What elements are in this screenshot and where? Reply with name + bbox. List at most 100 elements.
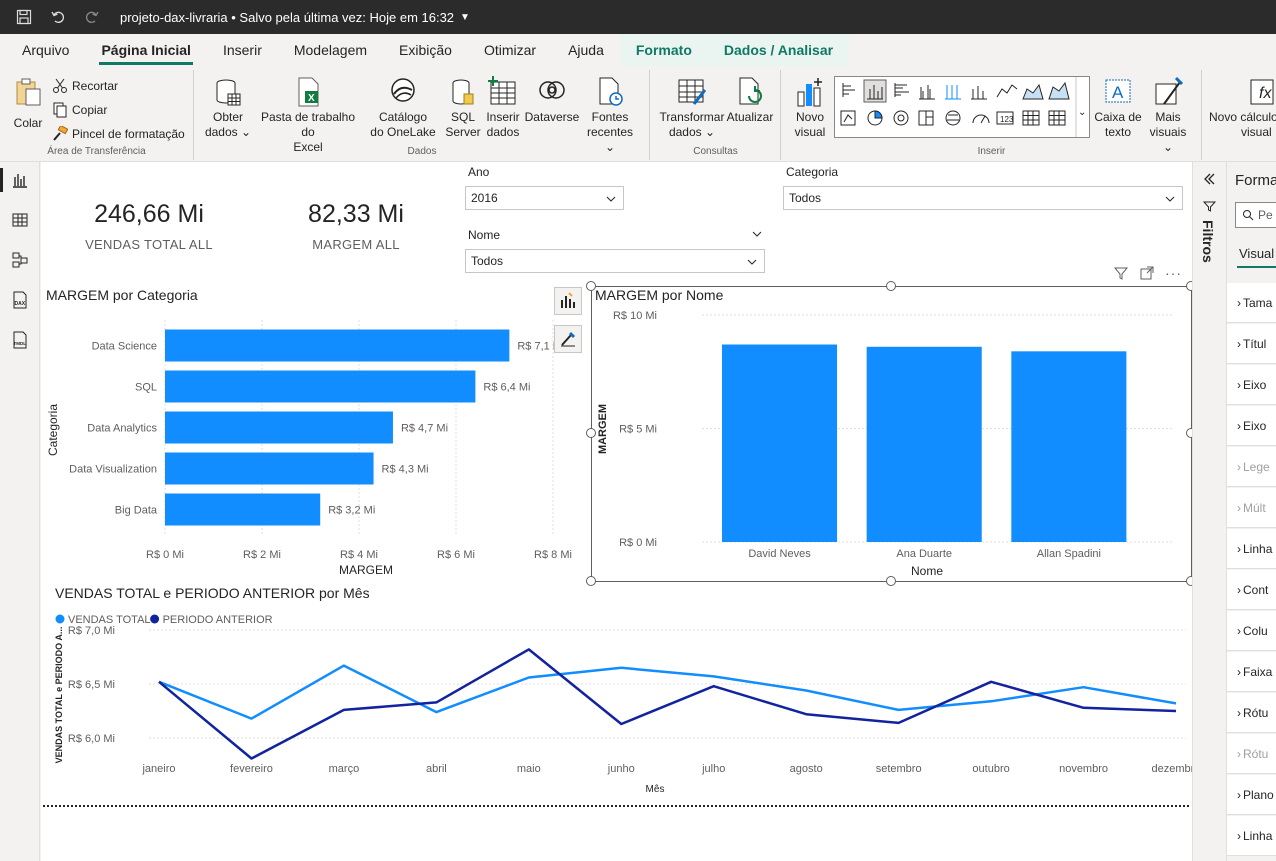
tab-otimizar[interactable]: Otimizar — [483, 42, 537, 58]
new-visual-button[interactable]: Novo visual — [788, 76, 832, 140]
format-section-item[interactable]: › Cont — [1227, 570, 1276, 610]
y-tick-label: R$ 0 Mi — [619, 537, 657, 549]
tmdl-view-icon[interactable]: TMDL — [8, 328, 32, 352]
format-section-item[interactable]: › Rótu — [1227, 734, 1276, 774]
resize-handle[interactable] — [586, 281, 596, 291]
tab-dados-analisar[interactable]: Dados / Analisar — [707, 34, 850, 66]
format-tab-visual[interactable]: Visual — [1239, 246, 1275, 261]
format-section-item[interactable]: › Linha — [1227, 816, 1276, 856]
report-canvas[interactable]: 246,66 Mi VENDAS TOTAL ALL 82,33 Mi MARG… — [41, 162, 1196, 861]
format-painter-button[interactable]: Pincel de formatação — [52, 124, 185, 142]
chevron-down-icon[interactable]: ▼ — [460, 11, 470, 23]
slicer-ano-dropdown[interactable]: 2016 — [465, 186, 624, 210]
report-view-icon[interactable] — [0, 168, 32, 192]
chevron-right-icon: › — [1237, 664, 1241, 679]
dataverse-button[interactable]: Dataverse — [523, 76, 581, 125]
data-label: R$ 3,2 Mi — [328, 505, 375, 517]
slicer-nome-collapse-icon[interactable] — [751, 228, 763, 240]
slicer-nome-value: Todos — [471, 254, 504, 268]
save-icon[interactable] — [14, 7, 34, 27]
chevron-right-icon: › — [1237, 377, 1241, 392]
focus-mode-icon[interactable] — [1139, 265, 1155, 281]
sql-server-button[interactable]: SQL Server — [443, 76, 483, 140]
format-section-item[interactable]: › Eixo — [1227, 406, 1276, 446]
legend-marker — [55, 614, 65, 624]
stacked-column-icon — [867, 85, 883, 100]
resize-handle[interactable] — [586, 428, 596, 438]
text-box-button[interactable]: A Caixa de texto — [1094, 76, 1142, 140]
resize-handle[interactable] — [886, 281, 896, 291]
calc-group: fx Novo cálculo visual ⌄ — [1203, 70, 1276, 160]
format-section-item[interactable]: › Lege — [1227, 447, 1276, 487]
recent-sources-button[interactable]: Fontes recentes ⌄ — [581, 76, 639, 155]
copy-button[interactable]: Copiar — [52, 102, 107, 118]
excel-workbook-button[interactable]: X Pasta de trabalho do Excel — [253, 76, 363, 155]
transform-data-button[interactable]: Transformar dados ⌄ — [657, 76, 727, 140]
format-section-item[interactable]: › Plano — [1227, 775, 1276, 815]
excel-label-2: Excel — [293, 140, 323, 154]
dax-query-view-icon[interactable]: DAX — [8, 288, 32, 312]
slicer-nome-dropdown[interactable]: Todos — [465, 249, 765, 273]
visual-gallery-icons[interactable]: 123 ⌄ — [835, 77, 1089, 137]
margem-por-categoria-chart[interactable]: MARGEM por Categoria R$ 0 Mi R$ 2 Mi R$ 4 M… — [41, 280, 581, 580]
tab-pagina-inicial[interactable]: Página Inicial — [85, 34, 206, 66]
format-section-item[interactable]: › Rótu — [1227, 693, 1276, 733]
x-tick-label: setembro — [876, 763, 922, 775]
refresh-button[interactable]: Atualizar — [725, 76, 775, 125]
format-section-item[interactable]: › Colu — [1227, 611, 1276, 651]
undo-icon[interactable] — [48, 7, 68, 27]
format-pane: Forma Pe Visual › Tama › Títul › Eixo › Eix… — [1226, 162, 1276, 861]
build-visual-button[interactable] — [554, 287, 582, 315]
gallery-expand-icon: ⌄ — [1078, 107, 1086, 118]
filters-pane[interactable]: Filtros — [1192, 162, 1226, 861]
onelake-catalog-button[interactable]: Catálogo do OneLake — [363, 76, 443, 140]
tab-modelagem[interactable]: Modelagem — [293, 42, 368, 58]
format-section-item[interactable]: › Linha — [1227, 529, 1276, 569]
paste-button[interactable]: Colar — [10, 76, 46, 131]
resize-handle[interactable] — [586, 576, 596, 586]
bar — [1011, 351, 1127, 542]
format-visual-button[interactable] — [554, 325, 582, 353]
format-section-item[interactable]: › Faixa — [1227, 652, 1276, 692]
tab-formato[interactable]: Formato — [619, 34, 708, 66]
more-visuals-button[interactable]: Mais visuais ⌄ — [1144, 76, 1192, 155]
margem-por-nome-chart[interactable]: MARGEM por Nome R$ 0 Mi R$ 5 Mi R$ 10 Mi Dav… — [592, 287, 1191, 581]
format-section-item[interactable]: › Títul — [1227, 324, 1276, 364]
tab-ajuda[interactable]: Ajuda — [568, 42, 604, 58]
tab-exibicao[interactable]: Exibição — [399, 42, 452, 58]
expand-icon[interactable] — [1202, 172, 1216, 186]
matrix-icon — [1048, 110, 1066, 126]
paintbrush-icon — [52, 124, 69, 142]
chart-title: VENDAS TOTAL e PERIODO ANTERIOR por Mês — [55, 585, 370, 601]
x-tick-label: agosto — [790, 763, 823, 775]
chevron-right-icon: › — [1237, 418, 1241, 433]
get-data-button[interactable]: Obter dados ⌄ — [203, 76, 253, 140]
filter-icon[interactable] — [1113, 265, 1129, 281]
search-icon — [1243, 210, 1254, 221]
enter-data-button[interactable]: Inserir dados — [483, 76, 523, 140]
format-search-input[interactable]: Pe — [1235, 202, 1276, 228]
cut-button[interactable]: Recortar — [52, 78, 118, 94]
tab-inserir[interactable]: Inserir — [222, 42, 262, 58]
document-title[interactable]: projeto-dax-livraria • Salvo pela última… — [120, 9, 455, 25]
resize-handle[interactable] — [886, 576, 896, 586]
more-options-icon[interactable]: ··· — [1165, 265, 1182, 281]
format-section-item[interactable]: › Múlt — [1227, 488, 1276, 528]
text-box-label-1: Caixa de — [1094, 110, 1142, 124]
visual-gallery: 123 ⌄ — [834, 76, 1090, 138]
x-tick-label: R$ 0 Mi — [146, 549, 184, 561]
model-view-icon[interactable] — [8, 248, 32, 272]
format-section-item[interactable]: › Eixo — [1227, 365, 1276, 405]
x-tick-label: outubro — [972, 763, 1009, 775]
svg-text:TMDL: TMDL — [14, 341, 27, 346]
new-visual-calc-button[interactable]: fx Novo cálculo visual ⌄ — [1209, 76, 1276, 140]
tab-arquivo[interactable]: Arquivo — [22, 42, 70, 58]
more-visuals-label-1: Mais — [1155, 110, 1181, 124]
format-section-item[interactable]: › Tama — [1227, 283, 1276, 323]
slicer-nome-title: Nome — [468, 228, 501, 242]
format-section-label: Linha — [1243, 541, 1273, 556]
vendas-periodo-line-chart[interactable]: VENDAS TOTAL e PERIODO ANTERIOR por Mês V… — [41, 580, 1192, 810]
redo-icon[interactable] — [82, 7, 102, 27]
table-view-icon[interactable] — [8, 208, 32, 232]
slicer-categoria-dropdown[interactable]: Todos — [783, 186, 1183, 210]
